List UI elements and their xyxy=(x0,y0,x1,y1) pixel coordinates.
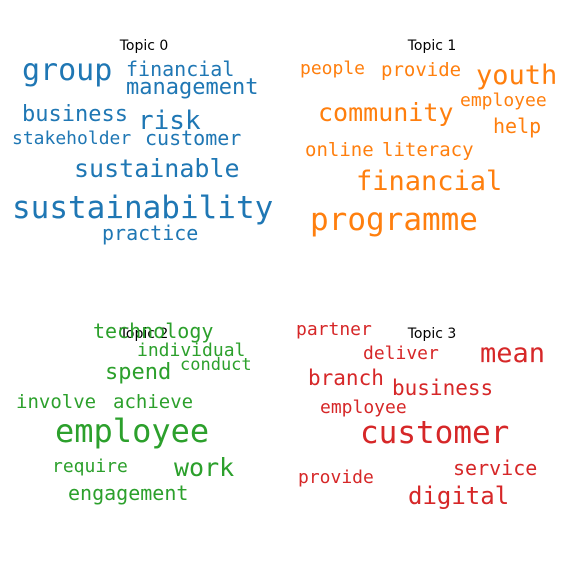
topic-1-word-literacy: literacy xyxy=(382,139,474,161)
topic-0-word-sustainability: sustainability xyxy=(12,190,274,226)
topic-2-word-individual: individual xyxy=(137,340,246,361)
topic-2-title: Topic 2 xyxy=(119,326,169,342)
topic-3-word-partner: partner xyxy=(296,319,372,340)
topic-0-word-cloud: group financial management business risk stak… xyxy=(0,0,288,288)
topic-3-word-deliver: deliver xyxy=(363,343,439,364)
topic-3-word-business: business xyxy=(392,376,494,400)
topic-3-word-provide: provide xyxy=(298,467,374,488)
topic-3-word-branch: branch xyxy=(308,366,384,390)
topic-2-word-cloud: technology individual spend conduct involve a… xyxy=(0,288,288,576)
topic-1-title: Topic 1 xyxy=(407,38,457,54)
topic-2-word-involve: involve xyxy=(16,391,97,413)
topic-2-word-conduct: conduct xyxy=(180,355,252,375)
topic-3-title: Topic 3 xyxy=(407,326,457,342)
topic-2-word-technology: technology xyxy=(93,319,214,343)
topic-2-word-engagement: engagement xyxy=(68,481,189,505)
topic-1-word-help: help xyxy=(493,114,542,138)
topic-3-word-service: service xyxy=(453,456,538,480)
topic-1-word-provide: provide xyxy=(381,59,462,81)
topic-0-title: Topic 0 xyxy=(119,38,169,54)
topic-1-word-financial: financial xyxy=(356,166,503,197)
topic-1-word-employee: employee xyxy=(460,90,547,111)
topic-3-word-mean: mean xyxy=(480,338,546,369)
topic-2-word-spend: spend xyxy=(105,360,172,385)
topic-0-word-group: group xyxy=(22,53,113,88)
topic-0-word-stakeholder: stakeholder xyxy=(12,128,132,149)
topic-1-panel: Topic 1 people provide youth employee commun… xyxy=(288,0,576,288)
topic-0-word-customer: customer xyxy=(145,126,242,150)
topic-3-word-employee: employee xyxy=(320,397,407,418)
topic-2-word-achieve: achieve xyxy=(113,391,194,413)
topic-1-word-programme: programme xyxy=(310,202,478,238)
topic-0-panel: Topic 0 group financial management business… xyxy=(0,0,288,288)
topic-0-word-sustainable: sustainable xyxy=(74,154,240,183)
topic-1-word-cloud: people provide youth employee community help o… xyxy=(288,0,576,288)
topic-1-word-youth: youth xyxy=(476,60,558,91)
topic-3-word-customer: customer xyxy=(360,415,510,451)
topic-1-word-community: community xyxy=(318,98,454,127)
topic-3-word-digital: digital xyxy=(408,482,510,510)
topic-0-word-practice: practice xyxy=(102,221,199,245)
topic-3-panel: Topic 3 partner deliver mean branch business… xyxy=(288,288,576,576)
topic-0-word-risk: risk xyxy=(138,106,201,136)
topic-0-word-management: management xyxy=(126,75,259,100)
topic-2-word-work: work xyxy=(174,453,235,482)
topic-2-word-require: require xyxy=(52,456,128,477)
topic-1-word-online: online xyxy=(305,139,374,161)
topic-2-panel: Topic 2 technology individual spend conduct… xyxy=(0,288,288,576)
topic-3-word-cloud: partner deliver mean branch business employee… xyxy=(288,288,576,576)
topic-0-word-financial: financial xyxy=(126,57,235,81)
topic-1-word-people: people xyxy=(300,58,366,79)
topic-0-word-business: business xyxy=(22,102,128,127)
topic-2-word-employee: employee xyxy=(55,412,210,450)
